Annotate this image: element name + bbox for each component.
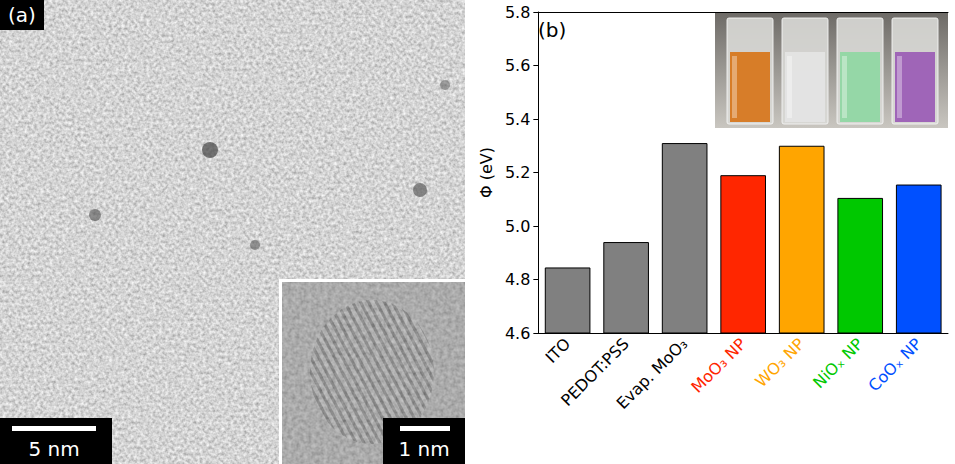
svg-text:1 nm: 1 nm	[398, 437, 449, 461]
svg-text:PEDOT:PSS: PEDOT:PSS	[557, 334, 633, 410]
svg-text:5 nm: 5 nm	[28, 437, 79, 461]
svg-text:ITO: ITO	[542, 334, 575, 367]
svg-text:4.8: 4.8	[505, 270, 530, 289]
svg-text:(b): (b)	[538, 18, 566, 42]
svg-text:CoOₓ NP: CoOₓ NP	[864, 334, 925, 395]
svg-text:NiOₓ NP: NiOₓ NP	[809, 334, 867, 392]
svg-text:5.4: 5.4	[505, 110, 530, 129]
svg-text:Φ (eV): Φ (eV)	[477, 147, 496, 198]
svg-text:WO₃ NP: WO₃ NP	[752, 334, 809, 391]
svg-text:5.6: 5.6	[505, 56, 530, 75]
svg-text:5.8: 5.8	[505, 3, 530, 22]
svg-text:MoO₃ NP: MoO₃ NP	[687, 334, 750, 397]
svg-text:(a): (a)	[8, 3, 36, 27]
svg-text:4.6: 4.6	[505, 324, 530, 343]
svg-text:5.0: 5.0	[505, 217, 530, 236]
svg-text:Evap. MoO₃: Evap. MoO₃	[613, 334, 692, 413]
svg-text:5.2: 5.2	[505, 163, 530, 182]
